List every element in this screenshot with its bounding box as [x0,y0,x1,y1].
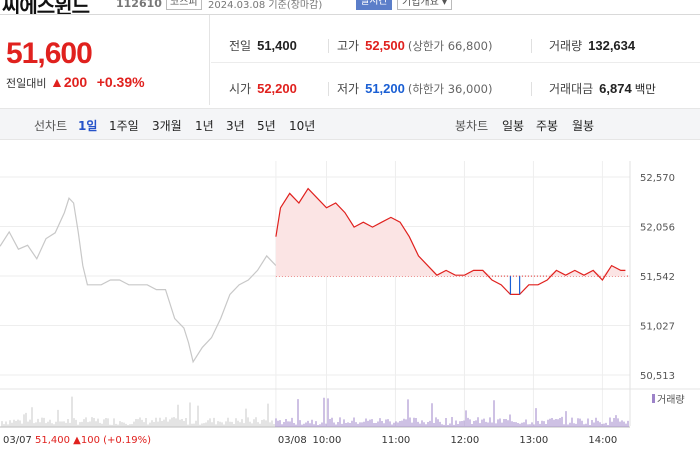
volume-legend-swatch [652,394,655,403]
stat-volume-value: 132,634 [588,38,636,53]
divider [328,39,329,53]
period-tab-3y[interactable]: 3년 [226,119,245,133]
divider [531,39,532,53]
stat-amount-unit: 백만 [634,82,656,96]
y-tick-label: 50,513 [640,371,675,382]
stat-high-label: 고가 [337,39,360,53]
stat-volume: 거래량 132,634 [549,37,635,54]
period-tab-1y[interactable]: 1년 [195,119,214,133]
stat-lower-limit: (하한가 36,000) [407,82,493,96]
candle-tab-daily[interactable]: 일봉 [502,119,525,133]
stock-header: 씨에스윈드 112610 코스피 2024.03.08 기준(장마감) 실시간 … [0,0,700,14]
series-prev-day [0,197,277,364]
period-tab-1w[interactable]: 1주일 [109,119,139,133]
divider [328,82,329,96]
stat-open-value: 52,200 [257,81,297,96]
y-tick-label: 52,570 [640,173,675,184]
period-bar: 선차트 1일 1주일 3개월 1년 3년 5년 10년 봉차트 일봉 주봉 월봉 [0,108,700,140]
change-label: 전일대비 [6,77,47,90]
x-tick-label: 13:00 [519,435,548,446]
period-tab-1d[interactable]: 1일 [78,119,98,133]
stat-high-value: 52,500 [365,38,405,53]
x-tick-label: 11:00 [381,435,410,446]
series-today-fill [275,188,626,277]
stat-low-label: 저가 [337,82,360,96]
stat-upper-limit: (상한가 66,800) [407,39,493,53]
stat-open: 시가 52,200 [229,80,297,97]
candle-tab-monthly[interactable]: 월봉 [572,119,595,133]
base-date: 2024.03.08 기준(장마감) [208,0,323,11]
x-tick-label: 03/08 [278,435,307,446]
x-tick-label: 12:00 [450,435,479,446]
stat-amount-label: 거래대금 [549,82,594,96]
x-tick-label: 14:00 [588,435,617,446]
price-box: 51,600 전일대비 ▲200 +0.39% [0,15,210,105]
divider [0,14,700,15]
stat-prev-value: 51,400 [257,38,297,53]
y-tick-label: 51,027 [640,322,675,333]
stat-amount-value: 6,874 [599,81,632,96]
change-value: ▲200 [49,74,88,90]
candle-tab-weekly[interactable]: 주봉 [536,119,559,133]
change-percent: +0.39% [96,74,145,90]
stat-open-label: 시가 [229,82,252,96]
change-line: 전일대비 ▲200 +0.39% [6,74,145,91]
y-tick-label: 52,056 [640,222,675,233]
stock-name: 씨에스윈드 [2,0,90,14]
period-tab-5y[interactable]: 5년 [257,119,276,133]
period-tab-10y[interactable]: 10년 [289,119,316,133]
current-price: 51,600 [6,37,93,70]
intraday-chart: 52,570 52,056 51,542 51,027 50,513 거래량 03/08 10… [0,141,700,450]
line-chart-label: 선차트 [34,119,68,133]
period-tab-3m[interactable]: 3개월 [152,119,182,133]
company-overview-button[interactable]: 기업개요 ▾ [397,0,452,10]
chart-svg: 52,570 52,056 51,542 51,027 50,513 거래량 03/08 10… [0,161,700,446]
stat-prev-label: 전일 [229,39,252,53]
stat-low-value: 51,200 [365,81,405,96]
prev-day-summary: 03/07 51,400 ▲100 (+0.19%) [3,435,151,446]
stock-code: 112610 [116,0,162,10]
price-stats: 전일 51,400 고가 52,500 (상한가 66,800) 거래량 132,634… [211,15,700,105]
y-tick-label: 51,542 [640,272,675,283]
x-tick-label: 10:00 [312,435,341,446]
stat-volume-label: 거래량 [549,39,583,53]
candle-chart-label: 봉차트 [455,119,489,133]
divider [531,82,532,96]
realtime-button[interactable]: 실시간 [356,0,392,10]
stat-low: 저가 51,200 (하한가 36,000) [337,80,492,97]
stat-amount: 거래대금 6,874 백만 [549,80,656,97]
series-today [275,187,626,295]
market-badge: 코스피 [166,0,202,10]
stat-prev: 전일 51,400 [229,37,297,54]
stat-high: 고가 52,500 (상한가 66,800) [337,37,492,54]
volume-legend-label: 거래량 [657,394,685,406]
divider [211,62,700,63]
